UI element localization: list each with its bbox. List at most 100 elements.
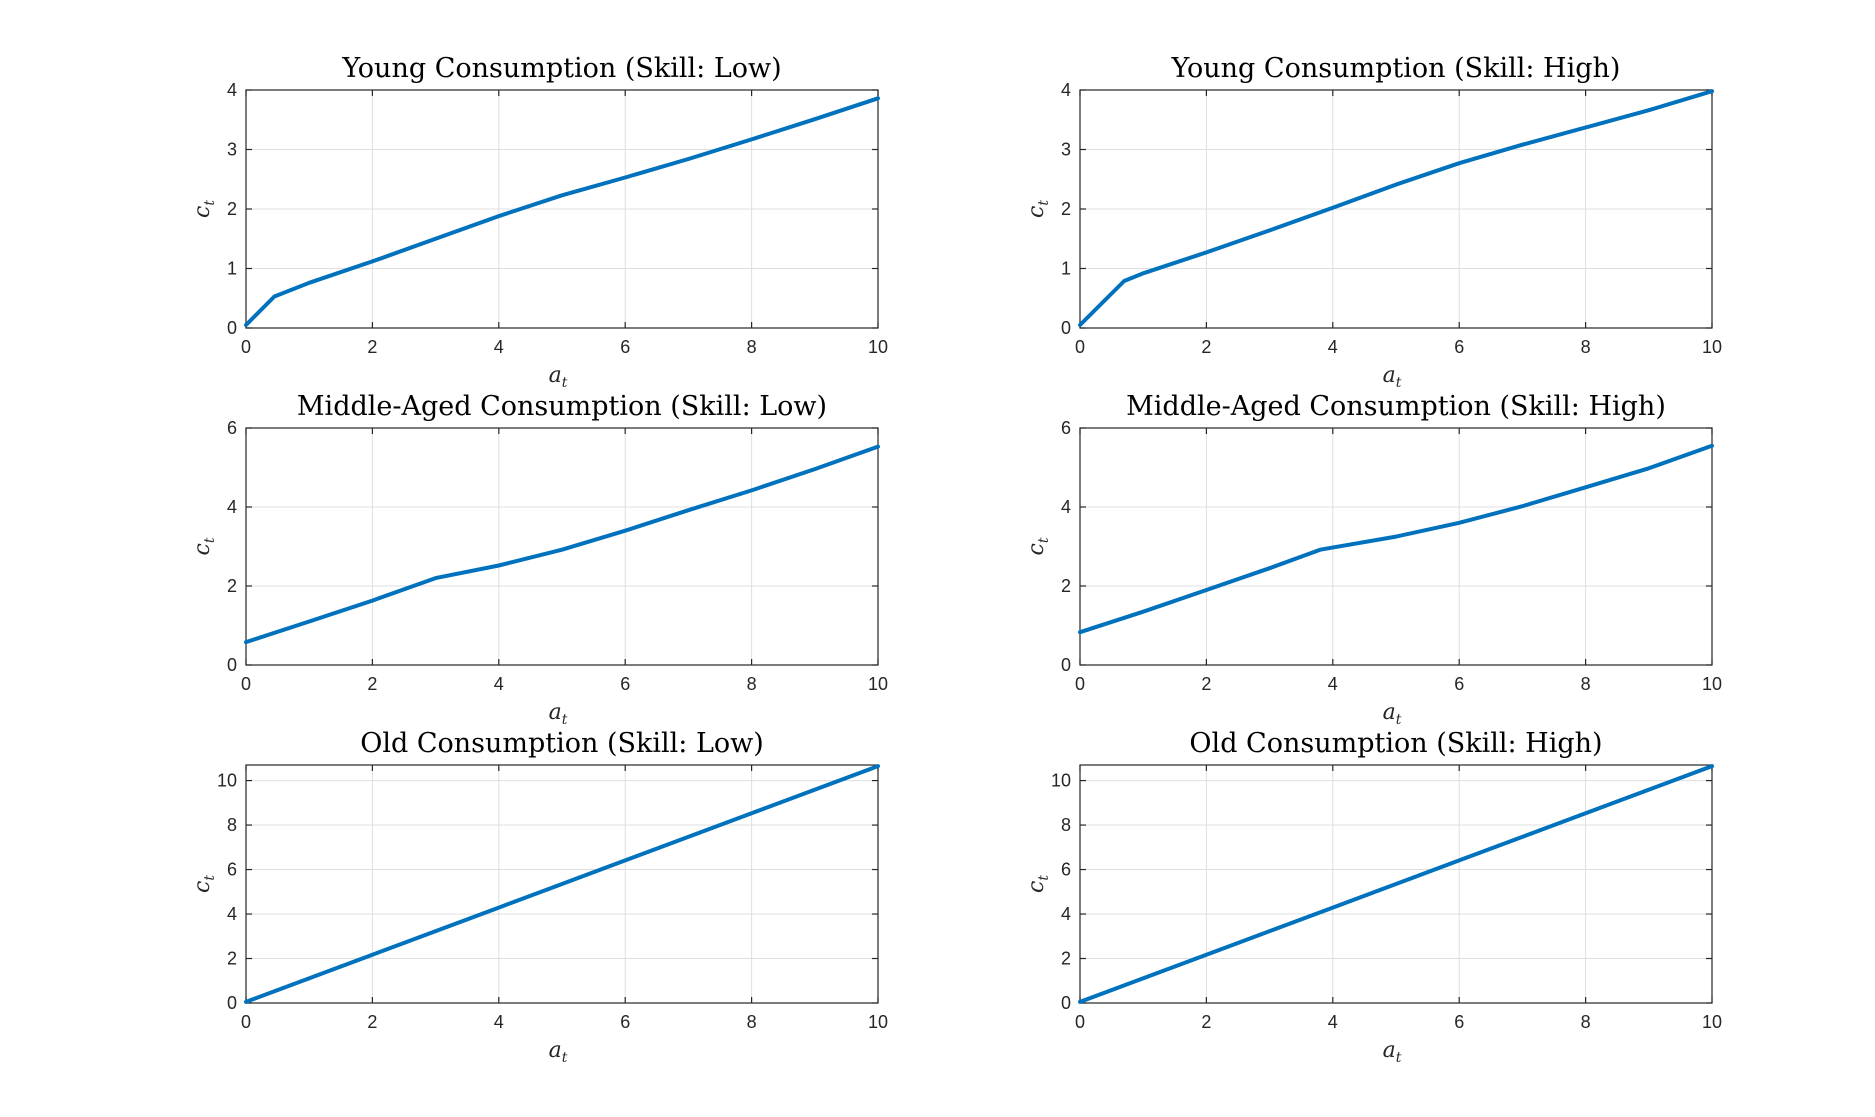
x-tick-label: 6 <box>1454 337 1464 357</box>
subplot-title: Old Consumption (Skill: Low) <box>360 728 764 759</box>
y-axis-label-sub: t <box>202 875 218 881</box>
y-axis-label: ct <box>190 537 218 555</box>
x-tick-label: 6 <box>1454 674 1464 694</box>
x-axis-label: at <box>549 363 568 391</box>
x-tick-label: 4 <box>494 337 504 357</box>
x-tick-label: 8 <box>1581 337 1591 357</box>
y-tick-label: 0 <box>1061 993 1071 1013</box>
x-tick-label: 6 <box>620 1012 630 1032</box>
x-tick-label: 4 <box>494 1012 504 1032</box>
axes-frame <box>245 427 879 666</box>
subplot-title: Young Consumption (Skill: Low) <box>341 53 781 84</box>
x-axis-label: at <box>549 1038 568 1066</box>
x-axis-label-sub: t <box>1396 375 1402 391</box>
y-tick-label: 0 <box>1061 655 1071 675</box>
y-axis-label-sub: t <box>202 200 218 206</box>
x-tick-label: 2 <box>1201 674 1211 694</box>
x-axis-label-sub: t <box>1396 1050 1402 1066</box>
subplot-title: Middle-Aged Consumption (Skill: High) <box>1126 391 1666 422</box>
x-axis-label: at <box>1383 363 1402 391</box>
x-axis-label: at <box>549 700 568 728</box>
x-tick-label: 0 <box>1075 674 1085 694</box>
axes-frame <box>1079 427 1713 666</box>
y-tick-label: 2 <box>227 199 237 219</box>
y-axis-label: ct <box>1024 875 1052 893</box>
y-tick-label: 4 <box>1061 497 1071 517</box>
subplot-1: 0 2 4 6 8 10 0 1 2 3 4 Young Consumption (Skill: Lo… <box>190 53 888 391</box>
axes-frame <box>245 764 879 1004</box>
subplot-4: 0 2 4 6 8 10 0 2 4 6 Middle-Aged Consumption (Skil… <box>1024 391 1722 728</box>
x-tick-label: 2 <box>1201 1012 1211 1032</box>
x-tick-label: 6 <box>620 337 630 357</box>
y-axis-label: ct <box>1024 537 1052 555</box>
x-tick-label: 10 <box>1702 337 1722 357</box>
x-tick-label: 2 <box>367 674 377 694</box>
y-tick-label: 4 <box>1061 80 1071 100</box>
y-tick-label: 6 <box>227 860 237 880</box>
x-axis-label: at <box>1383 1038 1402 1066</box>
subplot-3: 0 2 4 6 8 10 0 2 4 6 Middle-Aged Consumption (Skil… <box>190 391 888 728</box>
y-tick-label: 3 <box>227 140 237 160</box>
y-tick-label: 0 <box>227 655 237 675</box>
y-tick-label: 2 <box>1061 576 1071 596</box>
y-tick-label: 3 <box>1061 140 1071 160</box>
y-tick-label: 8 <box>1061 815 1071 835</box>
series-line <box>244 96 880 327</box>
subplot-6: 0 2 4 6 8 10 0 2 4 6 8 10 Old Consumption (Skill: Hi… <box>1024 728 1722 1066</box>
x-axis-label-sub: t <box>562 1050 568 1066</box>
series-line <box>244 764 880 1004</box>
y-tick-label: 1 <box>227 259 237 279</box>
x-tick-label: 0 <box>1075 1012 1085 1032</box>
y-tick-label: 2 <box>227 576 237 596</box>
y-tick-label: 6 <box>1061 860 1071 880</box>
x-tick-label: 4 <box>1328 674 1338 694</box>
subplot-title: Young Consumption (Skill: High) <box>1171 53 1621 84</box>
y-tick-label: 0 <box>227 993 237 1013</box>
x-tick-label: 8 <box>747 1012 757 1032</box>
y-tick-label: 6 <box>227 418 237 438</box>
subplot-2: 0 2 4 6 8 10 0 1 2 3 4 Young Consumption (Skill: Hi… <box>1024 53 1722 391</box>
x-tick-label: 8 <box>747 674 757 694</box>
x-tick-label: 0 <box>241 674 251 694</box>
y-axis-label-sub: t <box>1036 875 1052 881</box>
y-tick-label: 2 <box>1061 949 1071 969</box>
y-tick-label: 4 <box>227 80 237 100</box>
y-axis-label-sub: t <box>1036 200 1052 206</box>
y-axis-label-sub: t <box>1036 537 1052 543</box>
x-tick-label: 0 <box>1075 337 1085 357</box>
axes-frame <box>1079 764 1713 1004</box>
x-tick-label: 4 <box>1328 337 1338 357</box>
y-tick-label: 4 <box>227 904 237 924</box>
x-tick-label: 0 <box>241 1012 251 1032</box>
y-tick-label: 2 <box>1061 199 1071 219</box>
x-tick-label: 0 <box>241 337 251 357</box>
x-tick-label: 4 <box>494 674 504 694</box>
y-tick-label: 10 <box>1051 771 1071 791</box>
x-tick-label: 2 <box>367 1012 377 1032</box>
series-line <box>1078 764 1714 1004</box>
y-tick-label: 0 <box>227 318 237 338</box>
series-line <box>1078 443 1714 635</box>
y-tick-label: 2 <box>227 949 237 969</box>
y-tick-label: 6 <box>1061 418 1071 438</box>
y-axis-label-sub: t <box>202 537 218 543</box>
y-tick-label: 8 <box>227 815 237 835</box>
series-line <box>244 444 880 645</box>
series-line <box>1078 89 1714 327</box>
subplot-title: Middle-Aged Consumption (Skill: Low) <box>297 391 827 422</box>
x-tick-label: 4 <box>1328 1012 1338 1032</box>
x-tick-label: 10 <box>1702 1012 1722 1032</box>
subplot-title: Old Consumption (Skill: High) <box>1189 728 1602 759</box>
x-axis-label-sub: t <box>562 712 568 728</box>
y-axis-label: ct <box>190 200 218 218</box>
y-axis-label: ct <box>1024 200 1052 218</box>
x-tick-label: 2 <box>1201 337 1211 357</box>
x-tick-label: 10 <box>868 1012 888 1032</box>
x-tick-label: 8 <box>1581 1012 1591 1032</box>
x-tick-label: 8 <box>1581 674 1591 694</box>
y-tick-label: 0 <box>1061 318 1071 338</box>
y-tick-label: 4 <box>1061 904 1071 924</box>
x-tick-label: 10 <box>1702 674 1722 694</box>
x-tick-label: 10 <box>868 674 888 694</box>
